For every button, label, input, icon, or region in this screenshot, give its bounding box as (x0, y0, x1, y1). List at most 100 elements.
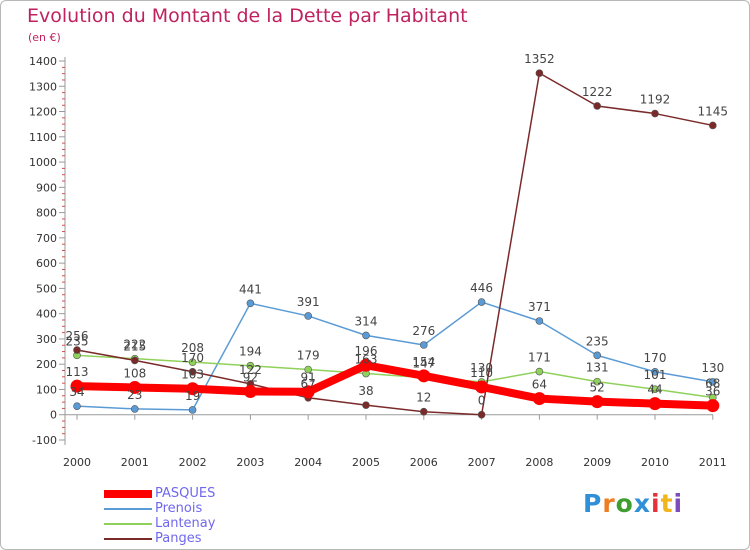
data-point-pasques (186, 382, 200, 396)
data-label-lantenay: 194 (239, 345, 262, 359)
legend-label: Panges (155, 531, 202, 546)
data-label-pasques: 44 (647, 383, 662, 397)
x-tick-label: 2001 (121, 456, 149, 469)
data-label-pasques: 36 (705, 385, 720, 399)
x-tick-label: 2010 (641, 456, 669, 469)
data-label-panges: 1222 (582, 85, 613, 99)
data-point-prenois (246, 299, 255, 308)
series-lines (73, 72, 717, 416)
legend-label: Lantenay (155, 516, 216, 531)
legend-swatch (104, 523, 152, 525)
y-tick-label: 500 (36, 282, 57, 295)
legend-label: Prenois (155, 501, 203, 516)
data-label-prenois: 235 (586, 334, 609, 348)
data-point-panges (477, 410, 486, 419)
data-point-prenois (73, 402, 81, 410)
series-line-prenois (76, 301, 714, 411)
y-tick-label: 900 (36, 181, 57, 194)
data-label-prenois: 371 (528, 300, 551, 314)
data-point-prenois (131, 405, 139, 413)
data-label-lantenay: 131 (586, 361, 609, 375)
data-label-panges: 67 (301, 377, 316, 391)
y-tick-label: -100 (32, 434, 57, 447)
data-label-pasques: 108 (123, 366, 146, 380)
logo-letter: t (660, 489, 674, 518)
data-label-prenois: 130 (701, 361, 724, 375)
data-label-prenois: 446 (470, 281, 493, 295)
y-tick-label: 1200 (29, 106, 57, 119)
legend-swatch (104, 538, 152, 540)
data-point-lantenay (535, 367, 544, 376)
chart-title: Evolution du Montant de la Dette par Hab… (27, 5, 468, 27)
data-point-prenois (188, 406, 197, 414)
legend-item-prenois: Prenois (104, 501, 324, 516)
data-point-panges (188, 367, 197, 376)
legend-item-lantenay: Lantenay (104, 516, 324, 531)
data-point-pasques (70, 379, 84, 393)
data-label-prenois: 314 (355, 314, 378, 328)
data-point-pasques (590, 395, 604, 409)
logo-letter: i (673, 489, 684, 518)
data-label-prenois: 391 (297, 295, 320, 309)
data-label-panges: 256 (66, 329, 89, 343)
data-point-pasques (417, 369, 431, 383)
data-label-lantenay: 208 (181, 341, 204, 355)
data-point-lantenay (304, 365, 313, 374)
data-point-prenois (535, 317, 544, 325)
x-tick-label: 2002 (179, 456, 207, 469)
data-label-lantenay: 101 (644, 368, 667, 382)
data-point-panges (362, 401, 370, 409)
x-tick-label: 2005 (352, 456, 380, 469)
data-point-prenois (304, 312, 313, 320)
data-point-lantenay (593, 377, 602, 386)
data-label-pasques: 110 (470, 366, 493, 380)
legend: PASQUES Prenois Lantenay Panges (104, 486, 324, 546)
data-label-panges: 1352 (524, 52, 555, 66)
data-point-pasques (532, 392, 546, 406)
data-point-panges (535, 69, 544, 77)
data-label-lantenay: 147 (412, 357, 435, 371)
data-label-pasques: 52 (590, 381, 605, 395)
data-label-pasques: 103 (181, 368, 204, 382)
y-tick-label: 1100 (29, 131, 57, 144)
axes: -100010020030040050060070080090010001100… (29, 55, 727, 469)
data-label-prenois: 441 (239, 282, 262, 296)
data-point-pasques (359, 358, 373, 372)
data-point-prenois (477, 298, 486, 306)
data-point-panges (419, 407, 428, 416)
logo-letter: P (583, 489, 603, 518)
logo-letter: x (633, 489, 651, 518)
data-label-pasques: 196 (355, 344, 378, 358)
data-label-pasques: 64 (532, 378, 547, 392)
data-label-pasques: 154 (412, 355, 435, 369)
data-point-lantenay (246, 361, 255, 370)
data-point-prenois (651, 367, 659, 376)
data-label-panges: 122 (239, 363, 262, 377)
legend-swatch (104, 490, 152, 498)
data-label-panges: 1145 (698, 104, 729, 118)
data-label-prenois: 34 (69, 385, 84, 399)
data-point-pasques (475, 380, 489, 394)
y-tick-label: 100 (36, 383, 57, 396)
x-tick-label: 2000 (63, 456, 91, 469)
data-label-prenois: 276 (412, 324, 435, 338)
series-points (70, 69, 720, 419)
legend-swatch (104, 508, 152, 510)
y-tick-label: 700 (36, 232, 57, 245)
data-point-pasques (243, 384, 257, 398)
data-point-prenois (362, 331, 370, 340)
data-label-panges: 170 (181, 351, 204, 365)
series-line-lantenay (76, 354, 714, 399)
legend-item-panges: Panges (104, 531, 324, 546)
data-point-prenois (419, 341, 428, 349)
data-label-prenois: 23 (127, 388, 142, 402)
data-label-lantenay: 179 (297, 349, 320, 363)
data-label-prenois: 170 (644, 351, 667, 365)
x-tick-label: 2009 (583, 456, 611, 469)
data-label-panges: 12 (416, 391, 431, 405)
x-tick-label: 2007 (468, 456, 496, 469)
data-point-panges (593, 102, 602, 110)
